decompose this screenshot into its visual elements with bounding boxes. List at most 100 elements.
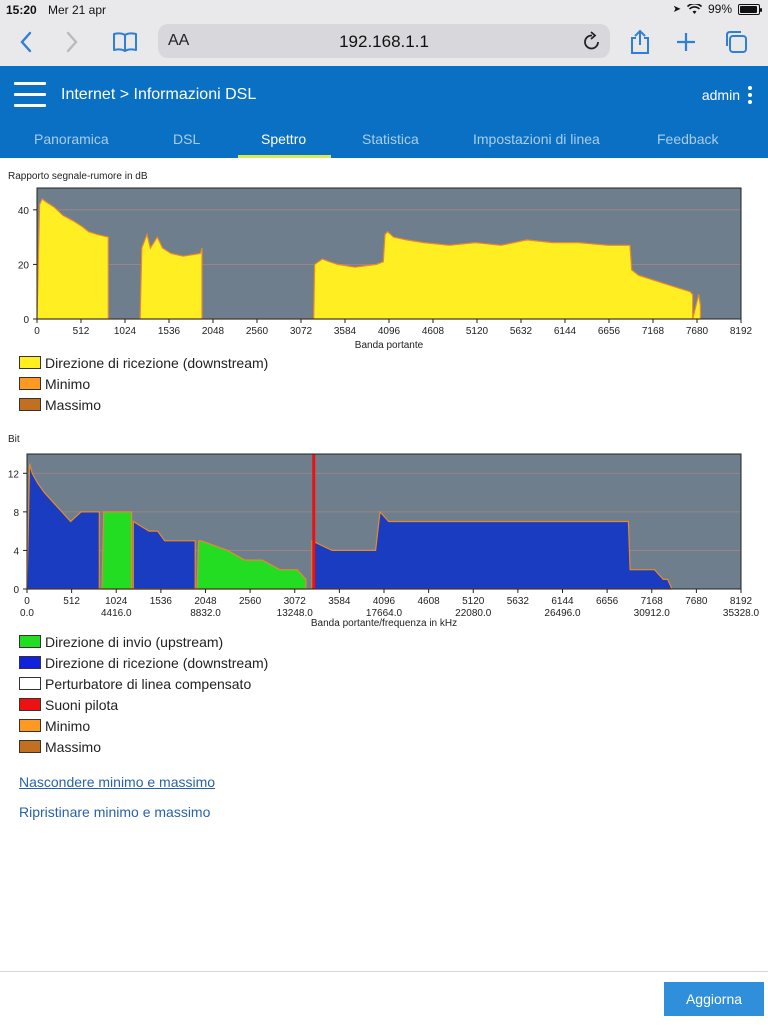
- x-tick-label: 7168: [641, 596, 664, 607]
- x-tick-label: 3072: [284, 596, 307, 607]
- x-tick-label: 7680: [685, 596, 708, 607]
- x-tick-label: 5120: [466, 326, 489, 337]
- x-tick-label: 6656: [596, 596, 619, 607]
- text-size-button[interactable]: AA: [168, 32, 190, 49]
- x-tick-label: 3584: [334, 326, 357, 337]
- x-tick-label: 2560: [246, 326, 269, 337]
- refresh-button[interactable]: Aggiorna: [664, 982, 764, 1016]
- active-tab-indicator: [238, 155, 331, 158]
- y-tick-label: 0: [13, 585, 19, 596]
- x-tick-label: 4608: [418, 596, 441, 607]
- x-tick-label: 8192: [730, 596, 753, 607]
- url-text: 192.168.1.1: [339, 32, 429, 51]
- x-tick-label: 1536: [158, 326, 181, 337]
- snr-chart: 0 20 40 0 512 1024 1536 2048 2560 3072 3584 4096 460…: [18, 187, 753, 351]
- legend-item-snr-max: Massimo: [19, 394, 268, 415]
- status-bar: 15:20 Mer 21 apr ➤ 99%: [0, 0, 768, 20]
- tab-spettro[interactable]: Spettro: [261, 131, 307, 147]
- status-right: ➤ 99%: [672, 2, 762, 16]
- x-tick-label: 0: [24, 596, 30, 607]
- x-tick-label: 1536: [150, 596, 173, 607]
- legend-swatch: [19, 356, 41, 369]
- reload-button[interactable]: [582, 30, 602, 57]
- share-button[interactable]: [624, 26, 656, 58]
- x-tick-label: 2048: [202, 326, 225, 337]
- tab-panoramica[interactable]: Panoramica: [34, 131, 109, 147]
- x-tick-label: 5632: [510, 326, 533, 337]
- legend-swatch: [19, 656, 41, 669]
- location-icon: ➤: [672, 3, 681, 15]
- x-khz-label: 13248.0: [277, 608, 314, 619]
- tab-feedback[interactable]: Feedback: [657, 131, 719, 147]
- x-khz-label: 26496.0: [544, 608, 581, 619]
- y-tick-label: 20: [18, 260, 30, 271]
- x-tick-label: 8192: [730, 326, 753, 337]
- x-axis-label: Banda portante: [355, 340, 424, 351]
- chevron-left-icon: [20, 31, 32, 53]
- x-tick-label: 4608: [422, 326, 445, 337]
- snr-legend: Direzione di ricezione (downstream) Mini…: [19, 352, 268, 415]
- bit-chart-title: Bit: [8, 434, 20, 445]
- legend-item-pilot: Suoni pilota: [19, 694, 268, 715]
- address-bar[interactable]: AA 192.168.1.1: [158, 24, 610, 58]
- legend-swatch: [19, 398, 41, 411]
- y-tick-label: 8: [13, 508, 19, 519]
- legend-swatch: [19, 698, 41, 711]
- status-time: 15:20: [6, 3, 37, 17]
- x-tick-label: 512: [63, 596, 80, 607]
- x-tick-label: 2048: [194, 596, 217, 607]
- x-tick-label: 512: [73, 326, 90, 337]
- x-tick-label: 6144: [554, 326, 577, 337]
- browser-toolbar: AA 192.168.1.1: [0, 20, 768, 66]
- menu-button[interactable]: [14, 82, 46, 108]
- x-tick-label: 6656: [598, 326, 621, 337]
- forward-button[interactable]: [56, 26, 88, 58]
- breadcrumb: Internet > Informazioni DSL: [61, 86, 257, 103]
- x-khz-label: 0.0: [20, 608, 34, 619]
- tabs-button[interactable]: [720, 26, 752, 58]
- legend-swatch: [19, 635, 41, 648]
- x-khz-label: 17664.0: [366, 608, 403, 619]
- legend-item-downstream: Direzione di ricezione (downstream): [19, 652, 268, 673]
- status-date: Mer 21 apr: [48, 3, 107, 17]
- x-tick-label: 1024: [114, 326, 137, 337]
- bit-chart: 0 4 8 12 0 512 1024 1536 2048 2560 3072 3584 4096 460…: [8, 453, 760, 629]
- new-tab-button[interactable]: [670, 26, 702, 58]
- legend-item-min: Minimo: [19, 715, 268, 736]
- battery-icon: [738, 3, 762, 15]
- x-khz-label: 8832.0: [190, 608, 221, 619]
- share-icon: [631, 29, 649, 54]
- legend-swatch: [19, 377, 41, 390]
- user-name[interactable]: admin: [701, 87, 740, 103]
- x-tick-label: 4096: [378, 326, 401, 337]
- x-tick-label: 1024: [105, 596, 128, 607]
- tab-statistica[interactable]: Statistica: [362, 131, 419, 147]
- hide-minmax-link[interactable]: Nascondere minimo e massimo: [19, 774, 216, 790]
- legend-item-crosstalk: Perturbatore di linea compensato: [19, 673, 268, 694]
- tab-impostazioni-di-linea[interactable]: Impostazioni di linea: [473, 131, 600, 147]
- menu-icon: [14, 82, 46, 85]
- legend-swatch: [19, 740, 41, 753]
- battery-percent: 99%: [707, 2, 732, 16]
- x-tick-label: 5120: [462, 596, 485, 607]
- more-options-button[interactable]: [748, 86, 752, 107]
- x-tick-label: 7680: [686, 326, 709, 337]
- bookmarks-button[interactable]: [109, 26, 141, 58]
- y-tick-label: 40: [18, 206, 30, 217]
- x-khz-label: 4416.0: [101, 608, 132, 619]
- back-button[interactable]: [10, 26, 42, 58]
- footer-bar: Aggiorna: [0, 971, 768, 1025]
- legend-item-snr-min: Minimo: [19, 373, 268, 394]
- plus-icon: [677, 33, 695, 51]
- x-khz-label: 22080.0: [455, 608, 492, 619]
- x-tick-label: 5632: [507, 596, 530, 607]
- tab-dsl[interactable]: DSL: [173, 131, 201, 147]
- x-tick-label: 4096: [373, 596, 396, 607]
- wifi-icon: [686, 3, 702, 14]
- x-tick-label: 3072: [290, 326, 313, 337]
- y-tick-label: 12: [8, 469, 20, 480]
- legend-swatch: [19, 719, 41, 732]
- legend-item-upstream: Direzione di invio (upstream): [19, 631, 268, 652]
- x-tick-label: 3584: [328, 596, 351, 607]
- reset-minmax-link[interactable]: Ripristinare minimo e massimo: [19, 804, 211, 820]
